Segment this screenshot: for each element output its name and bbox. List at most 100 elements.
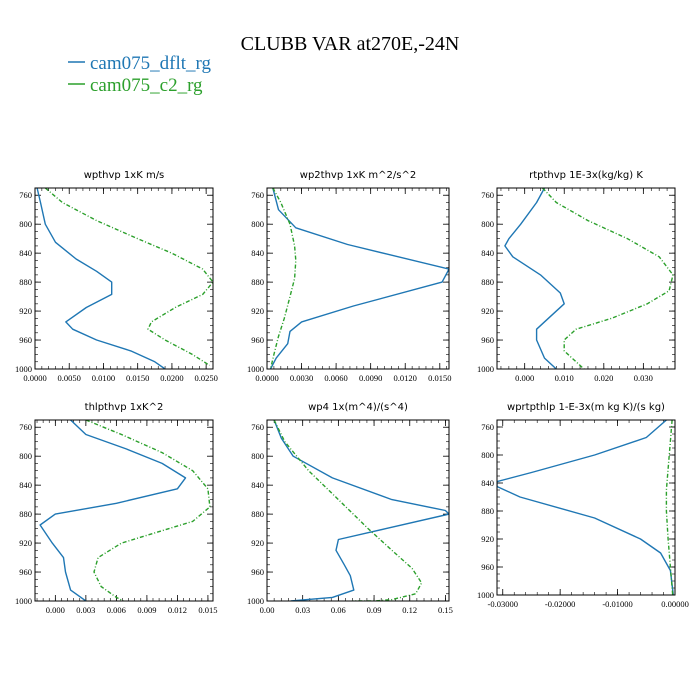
- panel-1: wpthvp 1xK m/s 0.0000 0.0050 0.0100 0.0150 0.…: [15, 170, 218, 383]
- y-tick-label: 1000: [15, 364, 32, 374]
- x-tick-label: 0.12: [402, 605, 417, 615]
- y-tick-label: 760: [251, 190, 264, 200]
- x-tick-label: 0.15: [438, 605, 453, 615]
- x-tick-label: 0.006: [107, 605, 126, 615]
- x-tick-label: 0.0150: [428, 373, 451, 383]
- x-tick-label: 0.009: [137, 605, 156, 615]
- x-tick-label: 0.015: [198, 605, 217, 615]
- panel-title: wprtpthlp 1-E-3x(m kg K)/(s kg): [507, 402, 665, 413]
- x-tick-label: -0.01000: [602, 599, 632, 609]
- y-tick-label: 920: [481, 534, 494, 544]
- y-tick-label: 840: [481, 478, 494, 488]
- panel-4: thlpthvp 1xK^2 0.000 0.003 0.006 0.009 0.012 0…: [15, 402, 217, 615]
- y-tick-label: 760: [481, 422, 494, 432]
- series-line-dflt: [505, 188, 564, 369]
- plot-frame: [267, 188, 449, 369]
- panel-title: wp4 1x(m^4)/(s^4): [308, 402, 408, 413]
- panel-5: wp4 1x(m^4)/(s^4) 0.00 0.03 0.06 0.09 0.12 0.1…: [247, 402, 453, 615]
- legend-label-c2: cam075_c2_rg: [90, 75, 203, 96]
- y-tick-label: 840: [251, 248, 264, 258]
- y-tick-label: 960: [19, 567, 32, 577]
- x-tick-label: 0.030: [634, 373, 653, 383]
- series-line-dflt: [497, 420, 673, 595]
- series-line-c2: [45, 188, 213, 365]
- plot-frame: [497, 420, 675, 595]
- panel-6: wprtpthlp 1-E-3x(m kg K)/(s kg) -0.03000 -…: [477, 402, 689, 609]
- y-tick-label: 920: [19, 538, 32, 548]
- panels-group: wpthvp 1xK m/s 0.0000 0.0050 0.0100 0.0150 0.…: [15, 170, 689, 615]
- panel-title: thlpthvp 1xK^2: [85, 402, 164, 413]
- y-tick-label: 800: [251, 451, 264, 461]
- y-tick-label: 760: [19, 190, 32, 200]
- y-tick-label: 960: [481, 335, 494, 345]
- series-line-dflt: [40, 420, 185, 601]
- y-tick-label: 880: [19, 509, 32, 519]
- y-tick-label: 880: [481, 506, 494, 516]
- x-tick-label: 0.000: [46, 605, 65, 615]
- x-tick-label: 0.0090: [359, 373, 382, 383]
- x-tick-label: 0.0250: [194, 373, 217, 383]
- panel-2: wp2thvp 1xK m^2/s^2 0.0000 0.0030 0.0060 0.0…: [247, 170, 451, 383]
- y-tick-label: 1000: [477, 590, 494, 600]
- y-tick-label: 880: [251, 509, 264, 519]
- series-line-c2: [274, 420, 422, 601]
- y-tick-label: 920: [481, 306, 494, 316]
- y-tick-label: 960: [19, 335, 32, 345]
- x-tick-label: 0.0030: [290, 373, 313, 383]
- y-tick-label: 960: [251, 335, 264, 345]
- y-tick-label: 1000: [15, 596, 32, 606]
- y-tick-label: 760: [481, 190, 494, 200]
- y-tick-label: 840: [19, 480, 32, 490]
- series-line-c2: [86, 420, 210, 601]
- panel-3: rtpthvp 1E-3x(kg/kg) K 0.000 0.010 0.020 0.0…: [477, 170, 675, 383]
- x-tick-label: 0.03: [295, 605, 310, 615]
- y-tick-label: 800: [481, 450, 494, 460]
- x-tick-label: 0.010: [555, 373, 574, 383]
- x-tick-label: -0.03000: [488, 599, 518, 609]
- legend: cam075_dflt_rg cam075_c2_rg: [68, 53, 212, 96]
- x-tick-label: 0.0150: [126, 373, 149, 383]
- plot-frame: [267, 420, 449, 601]
- y-tick-label: 840: [19, 248, 32, 258]
- x-tick-label: -0.02000: [545, 599, 575, 609]
- y-tick-label: 760: [19, 422, 32, 432]
- x-tick-label: 0.000: [515, 373, 534, 383]
- figure-title: CLUBB VAR at270E,-24N: [241, 33, 460, 55]
- series-line-dflt: [271, 188, 450, 369]
- x-tick-label: 0.003: [76, 605, 95, 615]
- panel-title: rtpthvp 1E-3x(kg/kg) K: [529, 170, 643, 181]
- x-tick-label: 0.09: [367, 605, 382, 615]
- series-line-dflt: [37, 188, 165, 369]
- x-tick-label: 0.0120: [394, 373, 417, 383]
- y-tick-label: 800: [19, 451, 32, 461]
- plot-frame: [35, 420, 213, 601]
- y-tick-label: 1000: [247, 596, 264, 606]
- y-tick-label: 920: [251, 538, 264, 548]
- x-tick-label: 0.0050: [58, 373, 81, 383]
- y-tick-label: 960: [481, 562, 494, 572]
- y-tick-label: 880: [481, 277, 494, 287]
- panel-title: wpthvp 1xK m/s: [84, 170, 165, 181]
- plot-frame: [35, 188, 213, 369]
- y-tick-label: 960: [251, 567, 264, 577]
- x-tick-label: 0.020: [594, 373, 613, 383]
- panel-title: wp2thvp 1xK m^2/s^2: [300, 170, 416, 181]
- legend-label-dflt: cam075_dflt_rg: [90, 53, 212, 74]
- x-tick-label: 0.0060: [324, 373, 347, 383]
- y-tick-label: 800: [481, 219, 494, 229]
- x-tick-label: 0.0100: [92, 373, 115, 383]
- y-tick-label: 1000: [247, 364, 264, 374]
- y-tick-label: 800: [251, 219, 264, 229]
- y-tick-label: 880: [251, 277, 264, 287]
- y-tick-label: 920: [251, 306, 264, 316]
- x-tick-label: 0.0200: [160, 373, 183, 383]
- y-tick-label: 920: [19, 306, 32, 316]
- plot-frame: [497, 188, 675, 369]
- x-tick-label: 0.00000: [661, 599, 689, 609]
- x-tick-label: 0.0000: [255, 373, 278, 383]
- y-tick-label: 800: [19, 219, 32, 229]
- series-line-dflt: [274, 420, 449, 601]
- x-tick-label: 0.00: [260, 605, 275, 615]
- x-tick-label: 0.012: [168, 605, 187, 615]
